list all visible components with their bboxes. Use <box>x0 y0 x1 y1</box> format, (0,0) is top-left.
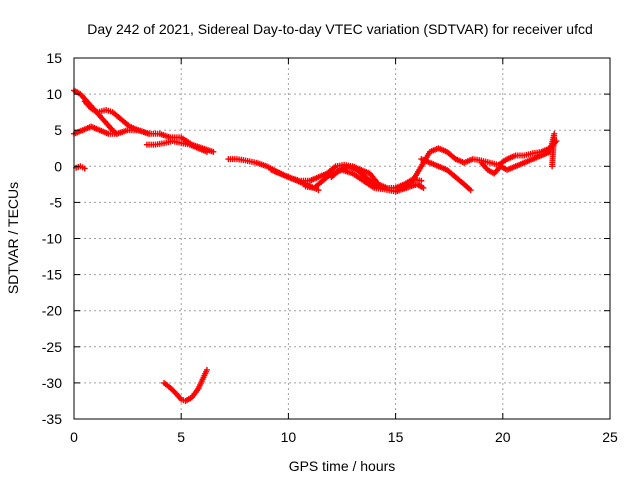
x-tick-label: 0 <box>70 429 78 445</box>
x-tick-label: 10 <box>281 429 297 445</box>
data-point <box>315 187 322 194</box>
x-axis-label: GPS time / hours <box>289 458 396 474</box>
series-track-k <box>401 138 560 191</box>
grid-lines <box>74 58 610 419</box>
x-axis-ticks: 0 5 10 15 20 25 <box>70 58 618 445</box>
data-point <box>379 184 386 191</box>
series-track-n <box>161 366 210 404</box>
data-point <box>420 184 427 191</box>
data-point <box>418 177 425 184</box>
data-point <box>467 187 474 194</box>
x-tick-label: 25 <box>602 429 618 445</box>
y-tick-label: 10 <box>46 86 62 102</box>
y-tick-label: -5 <box>50 194 63 210</box>
x-tick-label: 5 <box>177 429 185 445</box>
y-tick-label: 5 <box>54 122 62 138</box>
y-tick-label: -35 <box>42 411 62 427</box>
x-tick-label: 20 <box>495 429 511 445</box>
series-track-d <box>143 138 210 155</box>
series-track-m <box>478 130 558 177</box>
data-point <box>210 148 217 155</box>
y-tick-label: -15 <box>42 267 62 283</box>
series-track-c <box>71 123 217 155</box>
data-point <box>203 148 210 155</box>
y-tick-label: -10 <box>42 231 62 247</box>
y-tick-label: 0 <box>54 158 62 174</box>
y-axis-ticks: 15 10 5 0 -5 -10 -15 -20 -25 -30 -35 <box>42 50 610 427</box>
y-tick-label: 15 <box>46 50 62 66</box>
x-tick-label: 15 <box>388 429 404 445</box>
series-track-l <box>418 156 474 194</box>
y-tick-label: -20 <box>42 303 62 319</box>
data-points <box>71 87 560 404</box>
data-point <box>81 165 88 172</box>
y-tick-label: -30 <box>42 375 62 391</box>
data-point <box>549 163 556 170</box>
series-track-j <box>328 163 386 191</box>
y-tick-label: -25 <box>42 339 62 355</box>
series-track-e <box>73 163 88 172</box>
data-point <box>203 366 210 373</box>
chart-title: Day 242 of 2021, Sidereal Day-to-day VTE… <box>87 21 593 37</box>
y-axis-label: SDTVAR / TECUs <box>5 182 21 294</box>
